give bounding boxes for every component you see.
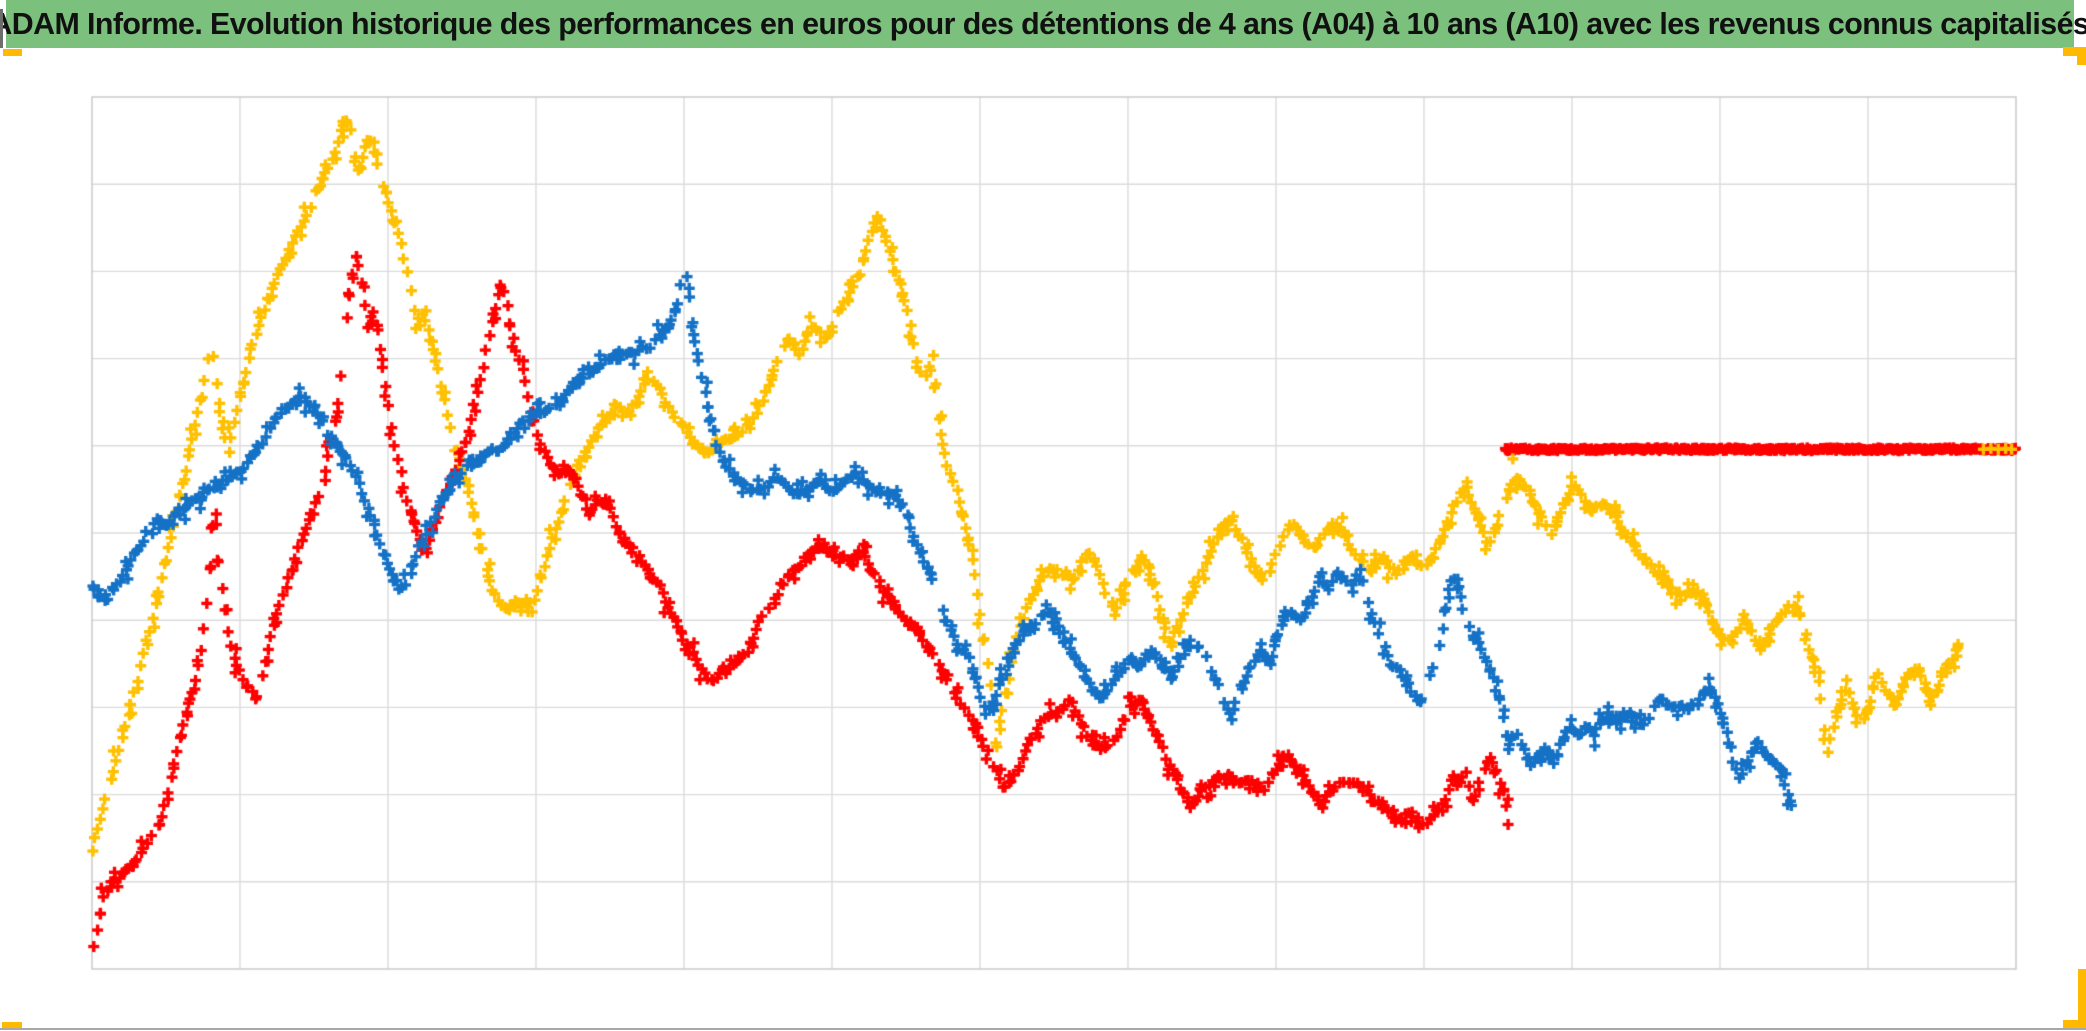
corner-accent-bottom-right-h: [2063, 1020, 2086, 1028]
corner-accent-top-right-v: [2077, 47, 2086, 65]
bottom-rule: [0, 1028, 2086, 1030]
page-title: ADAM Informe. Evolution historique des p…: [0, 6, 2086, 41]
corner-accent-top-right-h: [2063, 47, 2086, 56]
title-bar: ADAM Informe. Evolution historique des p…: [0, 0, 2086, 48]
corner-accent-bottom-right-v: [2078, 969, 2086, 1028]
corner-accent-top-left: [3, 49, 22, 56]
corner-accent-bottom-left: [2, 1022, 22, 1030]
left-edge-tick: [0, 9, 3, 48]
